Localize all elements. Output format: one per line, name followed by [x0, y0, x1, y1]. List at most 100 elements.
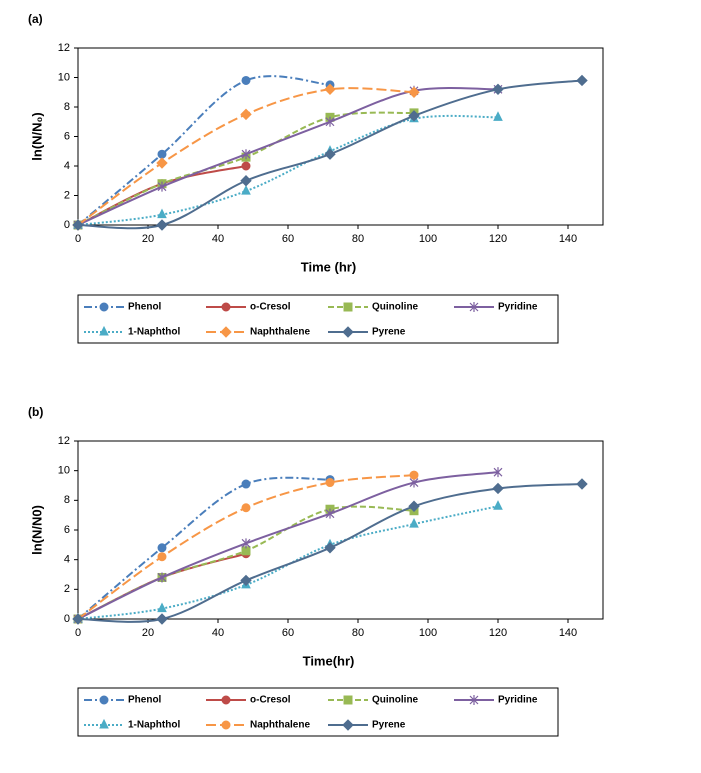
marker [324, 83, 336, 96]
x-tick-label: 80 [352, 233, 364, 245]
marker [492, 83, 504, 96]
y-tick-label: 2 [64, 189, 70, 201]
x-tick-label: 140 [559, 233, 577, 245]
legend-label: Quinoline [372, 302, 419, 313]
marker [408, 500, 420, 512]
legend-label: Naphthalene [250, 720, 310, 731]
marker [157, 208, 167, 219]
marker [156, 157, 168, 169]
series-line [77, 114, 499, 226]
series-line [77, 505, 499, 620]
y-tick-label: 8 [64, 494, 70, 506]
marker [343, 695, 353, 705]
x-tick-label: 40 [212, 233, 224, 245]
series-line [77, 86, 499, 226]
marker [241, 538, 251, 549]
marker [221, 302, 231, 312]
marker [325, 508, 335, 519]
legend-label: 1-Naphthol [128, 327, 180, 338]
marker [99, 695, 109, 705]
y-axis-label: ln(N/N₀) [29, 112, 44, 160]
legend-label: Phenol [128, 695, 162, 706]
x-tick-label: 120 [489, 627, 507, 639]
x-axis-label: Time (hr) [301, 259, 356, 274]
legend-label: Pyrene [372, 327, 406, 338]
marker [241, 75, 251, 85]
series-line [77, 505, 415, 620]
y-tick-label: 12 [58, 42, 70, 54]
marker [240, 574, 252, 587]
x-tick-label: 100 [419, 233, 437, 245]
series-line [77, 75, 331, 226]
marker [156, 613, 168, 625]
marker [157, 181, 167, 192]
marker [324, 542, 336, 554]
y-tick-label: 6 [64, 130, 70, 142]
marker [99, 302, 109, 312]
marker [408, 110, 420, 122]
marker [492, 482, 504, 495]
marker [72, 613, 84, 625]
marker [324, 148, 336, 160]
marker [220, 326, 232, 338]
marker [240, 175, 252, 187]
x-tick-label: 80 [352, 627, 364, 639]
plot-area [77, 440, 604, 620]
marker [409, 470, 419, 480]
x-tick-label: 20 [142, 233, 154, 245]
x-tick-label: 20 [142, 627, 154, 639]
y-tick-label: 10 [58, 465, 70, 477]
series-line [77, 471, 499, 620]
legend-label: Pyridine [498, 695, 538, 706]
marker [325, 478, 335, 488]
x-tick-label: 60 [282, 233, 294, 245]
legend-label: 1-Naphthol [128, 720, 180, 731]
legend-label: Phenol [128, 302, 162, 313]
legend-label: o-Cresol [250, 695, 291, 706]
x-tick-label: 120 [489, 233, 507, 245]
marker [342, 719, 354, 731]
legend-label: o-Cresol [250, 302, 291, 313]
marker [576, 478, 588, 490]
y-tick-label: 8 [64, 101, 70, 113]
legend-label: Naphthalene [250, 327, 310, 338]
marker [325, 116, 335, 127]
x-axis-label: Time(hr) [303, 653, 355, 668]
marker [469, 302, 479, 312]
marker [408, 86, 420, 98]
legend-label: Quinoline [372, 695, 419, 706]
y-tick-label: 6 [64, 524, 70, 536]
marker [493, 467, 503, 478]
marker [156, 219, 168, 231]
marker [493, 111, 503, 121]
marker [99, 325, 109, 336]
marker [240, 108, 252, 121]
x-tick-label: 140 [559, 627, 577, 639]
y-tick-label: 0 [64, 219, 70, 231]
x-tick-label: 100 [419, 627, 437, 639]
x-tick-label: 0 [75, 627, 81, 639]
legend-label: Pyrene [372, 720, 406, 731]
plot-area [77, 47, 604, 226]
x-tick-label: 0 [75, 233, 81, 245]
legend-label: Pyridine [498, 302, 538, 313]
marker [493, 500, 503, 510]
marker [343, 302, 353, 312]
y-tick-label: 10 [58, 71, 70, 83]
y-tick-label: 0 [64, 613, 70, 625]
marker [241, 149, 251, 160]
chart-title: (b) [28, 405, 43, 419]
y-tick-label: 12 [58, 435, 70, 447]
marker [157, 149, 167, 159]
marker [241, 503, 251, 513]
marker [157, 543, 167, 553]
marker [221, 720, 231, 730]
x-tick-label: 40 [212, 627, 224, 639]
y-tick-label: 4 [64, 554, 70, 566]
series-line [77, 476, 331, 620]
marker [241, 184, 251, 195]
marker [342, 326, 354, 338]
marker [157, 602, 167, 613]
y-tick-label: 4 [64, 160, 70, 172]
